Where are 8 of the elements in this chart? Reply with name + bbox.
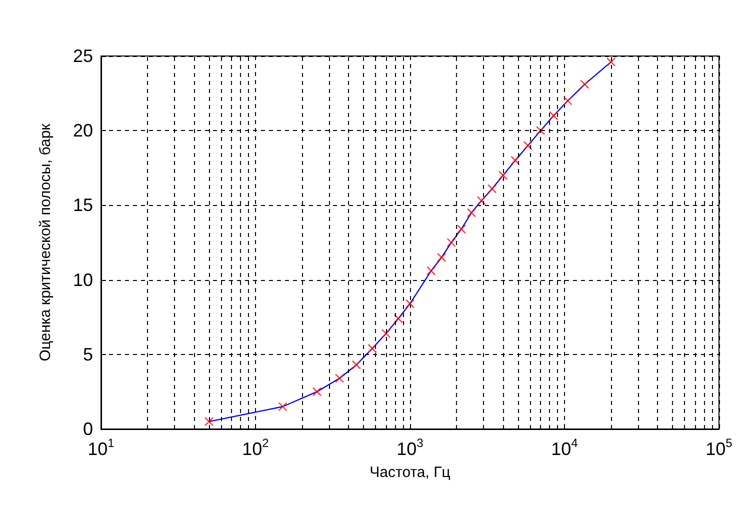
y-tick-label: 20 [72, 120, 93, 141]
y-tick-label: 25 [72, 46, 93, 66]
y-tick-label: 0 [82, 419, 93, 439]
y-tick-label: 5 [82, 344, 93, 364]
y-tick-label: 10 [72, 270, 93, 290]
x-axis-title: Частота, Гц [370, 464, 451, 481]
y-axis-title: Оценка критической полосы, барк [37, 123, 54, 362]
y-tick-label: 15 [72, 195, 93, 216]
